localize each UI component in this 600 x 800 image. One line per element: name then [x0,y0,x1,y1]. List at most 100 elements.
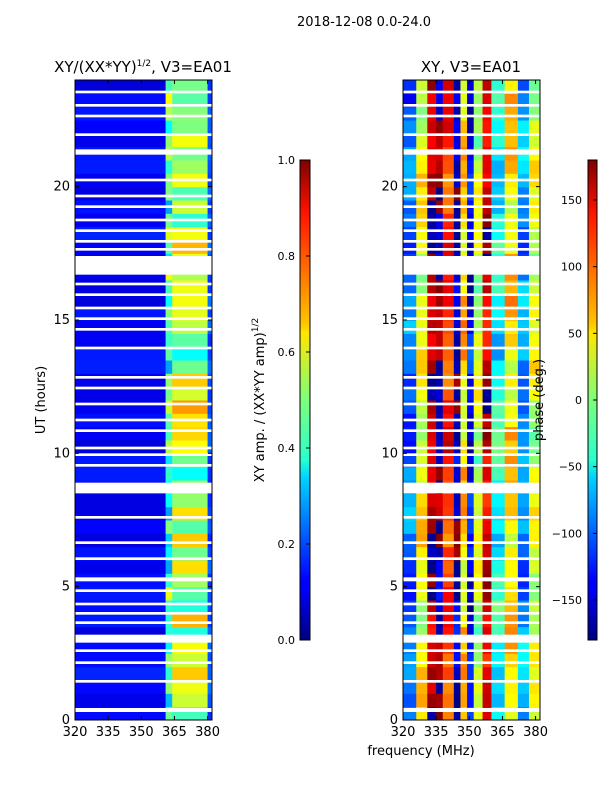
heatmap-cell [427,386,437,401]
heatmap-cell [504,373,519,388]
colorbar-tick-label: 0.8 [278,250,296,263]
heatmap-cell [482,493,492,508]
heatmap-cell [403,586,417,601]
heatmap-cell [504,546,519,561]
flagged-gap [75,282,212,286]
heatmap-cell [482,93,492,108]
heatmap-cell [528,626,540,641]
heatmap-cell [482,320,492,334]
heatmap-cell [491,680,506,694]
heatmap-cell [482,466,492,481]
heatmap-cell [207,226,212,241]
heatmap-cell [453,320,461,334]
heatmap-cell [165,373,173,388]
flagged-gap [75,589,212,592]
x-tick-label: 380 [195,725,220,740]
flagged-gap [75,240,212,243]
heatmap-cell [467,93,475,108]
flagged-gap [75,386,212,390]
heatmap-cell [473,680,484,694]
heatmap-cell [517,466,530,481]
heatmap-cell [467,80,475,94]
heatmap-cell [482,680,492,694]
heatmap-cell [453,560,461,574]
heatmap-cell [528,293,540,308]
flagged-gap [75,248,212,251]
x-tick-label: 350 [457,725,482,740]
heatmap-cell [473,560,484,574]
heatmap-cell [460,546,468,561]
heatmap-cell [467,240,475,254]
heatmap-cell [427,80,437,94]
heatmap-cell [453,613,461,628]
heatmap-cell [517,613,530,628]
amplitude-colorbar: 0.0 0.2 0.4 0.6 0.8 1.0 XY amp. / (XX*YY amp)… [251,154,311,647]
heatmap-cell [482,120,492,134]
heatmap-cell [442,546,455,561]
heatmap-cell [165,533,173,548]
heatmap-cell [427,280,437,294]
heatmap-cell [467,346,475,361]
heatmap-cell [75,586,167,601]
heatmap-cell [460,586,468,601]
heatmap-cell [528,453,540,468]
flagged-gap [75,482,212,494]
flagged-gap [403,248,540,251]
heatmap-cell [165,506,173,521]
heatmap-cell [528,680,540,694]
y-tick-label: 15 [381,313,398,328]
heatmap-cell [467,666,475,681]
heatmap-cell [504,320,519,334]
heatmap-cell [403,293,417,308]
heatmap-cell [517,546,530,561]
x-tick-label: 380 [523,725,548,740]
heatmap-cell [473,426,484,441]
heatmap-cell [517,626,530,641]
heatmap-cell [165,706,173,720]
heatmap-cell [473,240,484,254]
heatmap-cell [416,426,428,441]
heatmap-cell [403,386,417,401]
heatmap-cell [467,600,475,614]
heatmap-cell [517,306,530,321]
heatmap-cell [416,80,428,94]
heatmap-cell [491,600,506,614]
heatmap-cell [528,360,540,374]
heatmap-cell [403,333,417,348]
flagged-gap [75,178,212,182]
flagged-gap [403,114,540,118]
flagged-gap [403,317,540,320]
heatmap-cell [504,360,519,374]
heatmap-cell [75,560,167,574]
heatmap-cell [473,586,484,601]
heatmap-cell [436,680,444,694]
heatmap-cell [467,400,475,414]
heatmap-cell [517,240,530,254]
heatmap-cell [403,373,417,388]
flagged-gap [75,621,212,624]
heatmap-cell [403,666,417,681]
heatmap-cell [473,120,484,134]
heatmap-cell [416,560,428,574]
flagged-gap [403,104,540,107]
heatmap-cell [165,600,173,614]
flagged-gap [403,346,540,350]
heatmap-cell [416,706,428,720]
heatmap-cell [482,666,492,681]
heatmap-cell [442,293,455,308]
heatmap-cell [436,106,444,121]
heatmap-cell [482,546,492,561]
heatmap-cell [460,400,468,414]
phase-colorbar-label: phase (deg.) [532,359,547,441]
flagged-gap [403,149,540,155]
heatmap-cell [467,333,475,348]
heatmap-cell [460,226,468,241]
heatmap-cell [473,520,484,534]
heatmap-cell [165,453,173,468]
flagged-gap [403,386,540,390]
heatmap-cell [165,93,173,108]
heatmap-cell [467,493,475,508]
colorbar-tick-label: 0.2 [278,538,296,551]
heatmap-cell [504,346,519,361]
flagged-gap [75,376,212,379]
